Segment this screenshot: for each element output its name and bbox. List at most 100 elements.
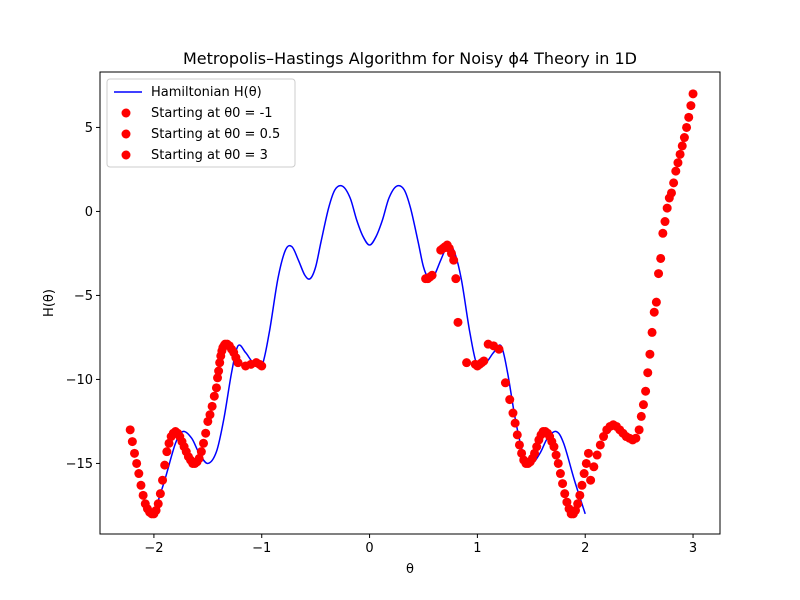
scatter-point	[510, 418, 520, 428]
scatter-point	[553, 458, 563, 468]
scatter-point	[673, 158, 683, 168]
scatter-point	[669, 178, 679, 188]
scatter-point	[638, 400, 648, 410]
scatter-point	[558, 479, 568, 489]
y-tick-label: −10	[66, 373, 93, 388]
scatter-point	[675, 149, 685, 159]
scatter-point	[649, 307, 659, 317]
scatter-point	[514, 440, 524, 450]
scatter-point	[494, 344, 504, 354]
scatter-point	[577, 480, 587, 490]
x-tick-label: 3	[689, 541, 697, 556]
scatter-point	[158, 475, 168, 485]
scatter-point	[682, 122, 692, 132]
y-tick-label: −15	[66, 457, 93, 472]
scatter-point	[215, 358, 225, 368]
scatter-point	[201, 428, 211, 438]
scatter-point	[643, 368, 653, 378]
x-tick-label: −1	[252, 541, 271, 556]
scatter-point	[512, 430, 522, 440]
scatter-point	[138, 490, 148, 500]
scatter-point	[662, 203, 672, 213]
scatter-point	[211, 383, 221, 393]
scatter-point	[636, 411, 646, 421]
scatter-point	[634, 425, 644, 435]
scatter-point	[684, 112, 694, 122]
scatter-point	[449, 255, 459, 265]
scatter-point	[505, 395, 515, 405]
scatter-point	[595, 440, 605, 450]
scatter-point	[658, 228, 668, 238]
legend: Hamiltonian H(θ) Starting at θ0 = -1 Sta…	[106, 78, 296, 168]
legend-label-theta-3: Starting at θ0 = 3	[151, 148, 268, 163]
scatter-point	[155, 489, 165, 499]
legend-marker-theta-0-5	[121, 129, 131, 139]
scatter-point	[651, 297, 661, 307]
scatter-point	[214, 366, 224, 376]
scatter-point	[686, 101, 696, 111]
x-tick-label: −2	[144, 541, 163, 556]
scatter-point	[134, 469, 144, 479]
scatter-point	[647, 327, 657, 337]
chart-title: Metropolis–Hastings Algorithm for Noisy …	[183, 49, 637, 68]
scatter-point	[654, 269, 664, 279]
scatter-point	[257, 361, 267, 371]
plot-marks	[125, 89, 698, 519]
legend-label-hamiltonian: Hamiltonian H(θ)	[151, 85, 262, 100]
scatter-point	[560, 489, 570, 499]
scatter-point	[508, 408, 518, 418]
scatter-point	[573, 499, 583, 509]
y-tick-label: −5	[74, 289, 93, 304]
legend-marker-theta-3	[121, 150, 131, 160]
legend-label-theta-minus-1: Starting at θ0 = -1	[151, 106, 273, 121]
scatter-point	[581, 458, 591, 468]
y-tick-label: 5	[85, 121, 93, 136]
scatter-point	[656, 253, 666, 263]
scatter-point	[462, 358, 472, 368]
scatter-point	[453, 317, 463, 327]
scatter-point	[666, 188, 676, 198]
x-tick-label: 0	[365, 541, 373, 556]
scatter-point	[583, 448, 593, 458]
y-axis: −15 −10 −5 0 5	[66, 121, 100, 472]
scatter-point	[631, 433, 641, 443]
scatter-point	[153, 499, 163, 509]
scatter-point	[160, 460, 170, 470]
scatter-point	[127, 437, 137, 447]
x-tick-label: 2	[581, 541, 589, 556]
scatter-point	[130, 448, 139, 458]
scatter-point	[575, 490, 585, 500]
scatter-point	[551, 450, 561, 460]
scatter-point	[641, 386, 651, 396]
scatter-series-2	[421, 240, 593, 519]
scatter-point	[599, 432, 609, 442]
scatter-point	[645, 349, 655, 359]
scatter-point	[233, 358, 243, 368]
scatter-point	[549, 442, 559, 452]
scatter-point	[555, 469, 565, 479]
x-axis-label: θ	[406, 562, 414, 577]
y-axis-label: H(θ)	[42, 289, 57, 317]
legend-label-theta-0-5: Starting at θ0 = 0.5	[151, 127, 280, 142]
legend-box	[106, 78, 296, 168]
scatter-point	[589, 462, 599, 472]
scatter-point	[679, 133, 689, 143]
scatter-point	[207, 401, 217, 411]
scatter-series-3	[586, 89, 698, 485]
scatter-point	[671, 166, 681, 176]
scatter-point	[205, 410, 215, 420]
plot-frame	[99, 71, 721, 535]
scatter-point	[209, 391, 219, 401]
y-tick-label: 0	[85, 205, 93, 220]
scatter-point	[592, 450, 602, 460]
scatter-point	[500, 378, 510, 388]
scatter-point	[136, 480, 146, 490]
scatter-point	[586, 475, 596, 485]
scatter-point	[688, 89, 698, 99]
scatter-point	[427, 270, 437, 280]
scatter-point	[479, 356, 489, 366]
x-axis: −2 −1 0 1 2 3	[144, 534, 697, 556]
scatter-point	[660, 217, 670, 227]
scatter-point	[199, 438, 209, 448]
